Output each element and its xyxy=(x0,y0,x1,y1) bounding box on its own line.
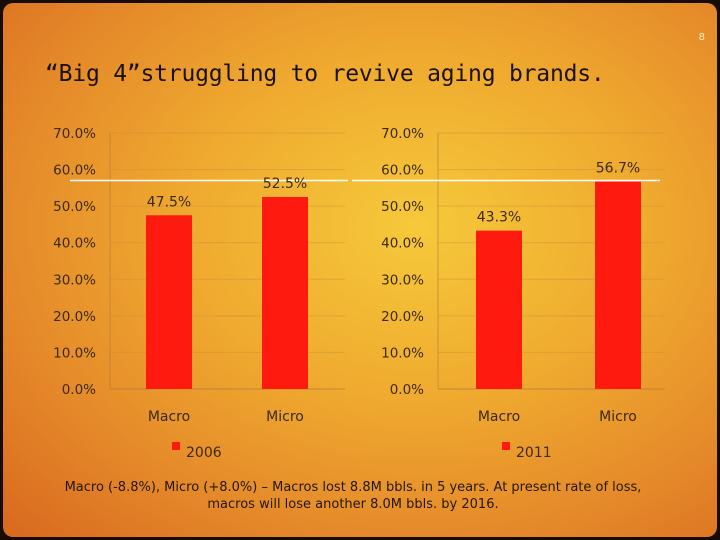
data-label: 47.5% xyxy=(147,194,191,210)
x-category-label: Micro xyxy=(599,409,637,425)
legend-label: 2011 xyxy=(516,445,552,461)
y-tick-label: 40.0% xyxy=(53,236,96,252)
y-tick-label: 30.0% xyxy=(381,272,424,288)
y-tick-label: 30.0% xyxy=(53,272,96,288)
bar-micro xyxy=(262,197,308,389)
legend-label: 2006 xyxy=(186,445,222,461)
y-tick-label: 10.0% xyxy=(53,345,96,361)
x-category-label: Macro xyxy=(148,409,190,425)
page-number: 8 xyxy=(698,32,705,43)
bar-micro xyxy=(595,181,641,389)
data-label: 52.5% xyxy=(263,176,307,192)
bar-macro xyxy=(476,230,522,389)
y-tick-label: 50.0% xyxy=(53,199,96,215)
y-tick-label: 40.0% xyxy=(381,236,424,252)
y-tick-label: 50.0% xyxy=(381,199,424,215)
y-tick-label: 20.0% xyxy=(381,309,424,325)
data-label: 43.3% xyxy=(477,210,521,226)
slide-caption: Macro (-8.8%), Micro (+8.0%) – Macros lo… xyxy=(64,480,642,512)
x-category-label: Macro xyxy=(478,409,520,425)
bar-macro xyxy=(146,215,192,389)
y-tick-label: 20.0% xyxy=(53,309,96,325)
legend-swatch xyxy=(172,442,180,450)
y-tick-label: 0.0% xyxy=(62,382,96,398)
y-tick-label: 0.0% xyxy=(390,382,424,398)
slide-title: “Big 4”struggling to revive aging brands… xyxy=(45,61,605,87)
y-tick-label: 70.0% xyxy=(53,126,96,142)
y-tick-label: 10.0% xyxy=(381,345,424,361)
y-tick-label: 70.0% xyxy=(381,126,424,142)
data-label: 56.7% xyxy=(596,161,640,177)
legend-swatch xyxy=(502,442,510,450)
y-tick-label: 60.0% xyxy=(53,163,96,179)
x-category-label: Micro xyxy=(266,409,304,425)
y-tick-label: 60.0% xyxy=(381,163,424,179)
